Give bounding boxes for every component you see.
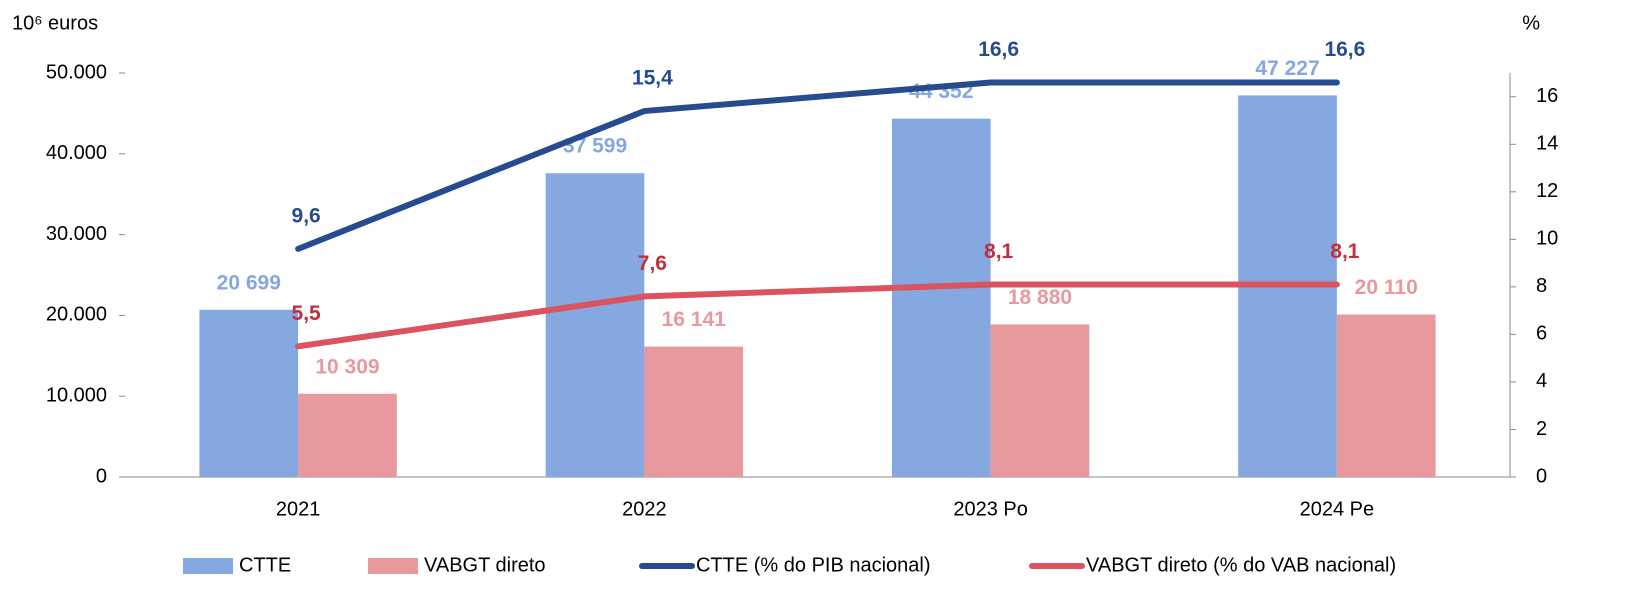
line-value-label: 9,6 [292, 204, 321, 227]
legend-swatch [183, 558, 233, 574]
y-tick-label: 30.000 [46, 223, 107, 245]
y2-tick-label: 0 [1536, 465, 1547, 487]
bar-value-label: 18 880 [1008, 286, 1072, 309]
x-tick-label: 2022 [622, 498, 667, 520]
y2-axis-label: % [1522, 12, 1540, 34]
bar [545, 173, 645, 477]
y-tick-label: 40.000 [46, 142, 107, 164]
legend-label: VABGT direto (% do VAB nacional) [1086, 554, 1396, 576]
y-tick-label: 20.000 [46, 304, 107, 326]
y2-tick-label: 8 [1536, 275, 1547, 297]
x-tick-label: 2023 Po [953, 498, 1028, 520]
x-tick-label: 2021 [276, 498, 321, 520]
bar-value-label: 10 309 [315, 355, 379, 378]
legend-label: VABGT direto [424, 554, 546, 576]
legend-swatch [368, 558, 418, 574]
bar-value-label: 20 699 [217, 271, 281, 294]
y-tick-label: 10.000 [46, 384, 107, 406]
y-axis-label: 10⁶ euros [12, 12, 98, 34]
y-tick-label: 0 [96, 465, 107, 487]
bar [891, 118, 991, 478]
line [295, 281, 1340, 350]
y2-tick-label: 2 [1536, 418, 1547, 440]
bar [1336, 314, 1436, 477]
line [295, 79, 1340, 252]
line-value-label: 8,1 [1330, 240, 1360, 263]
x-tick-label: 2024 Pe [1300, 498, 1375, 520]
legend-label: CTTE (% do PIB nacional) [696, 554, 931, 576]
y2-tick-label: 12 [1536, 180, 1558, 202]
bar-value-label: 20 110 [1355, 276, 1418, 299]
line-value-label: 8,1 [984, 240, 1014, 263]
y2-tick-label: 6 [1536, 323, 1547, 345]
bar [199, 309, 299, 477]
y2-tick-label: 16 [1536, 85, 1558, 107]
bar-value-label: 47 227 [1255, 57, 1319, 80]
y2-tick-label: 14 [1536, 133, 1558, 155]
line-value-label: 15,4 [632, 67, 673, 90]
line-value-label: 7,6 [638, 252, 667, 275]
y-tick-label: 50.000 [46, 61, 107, 83]
legend-label: CTTE [239, 554, 291, 576]
bar [298, 393, 397, 477]
bar [990, 324, 1090, 477]
bar-value-label: 37 599 [563, 135, 627, 158]
bar [644, 346, 744, 477]
line-value-label: 16,6 [978, 38, 1019, 61]
y2-tick-label: 4 [1536, 370, 1547, 392]
bar-value-label: 16 141 [662, 308, 727, 331]
line-value-label: 16,6 [1324, 38, 1365, 61]
y2-tick-label: 10 [1536, 228, 1558, 250]
line-value-label: 5,5 [292, 302, 322, 325]
